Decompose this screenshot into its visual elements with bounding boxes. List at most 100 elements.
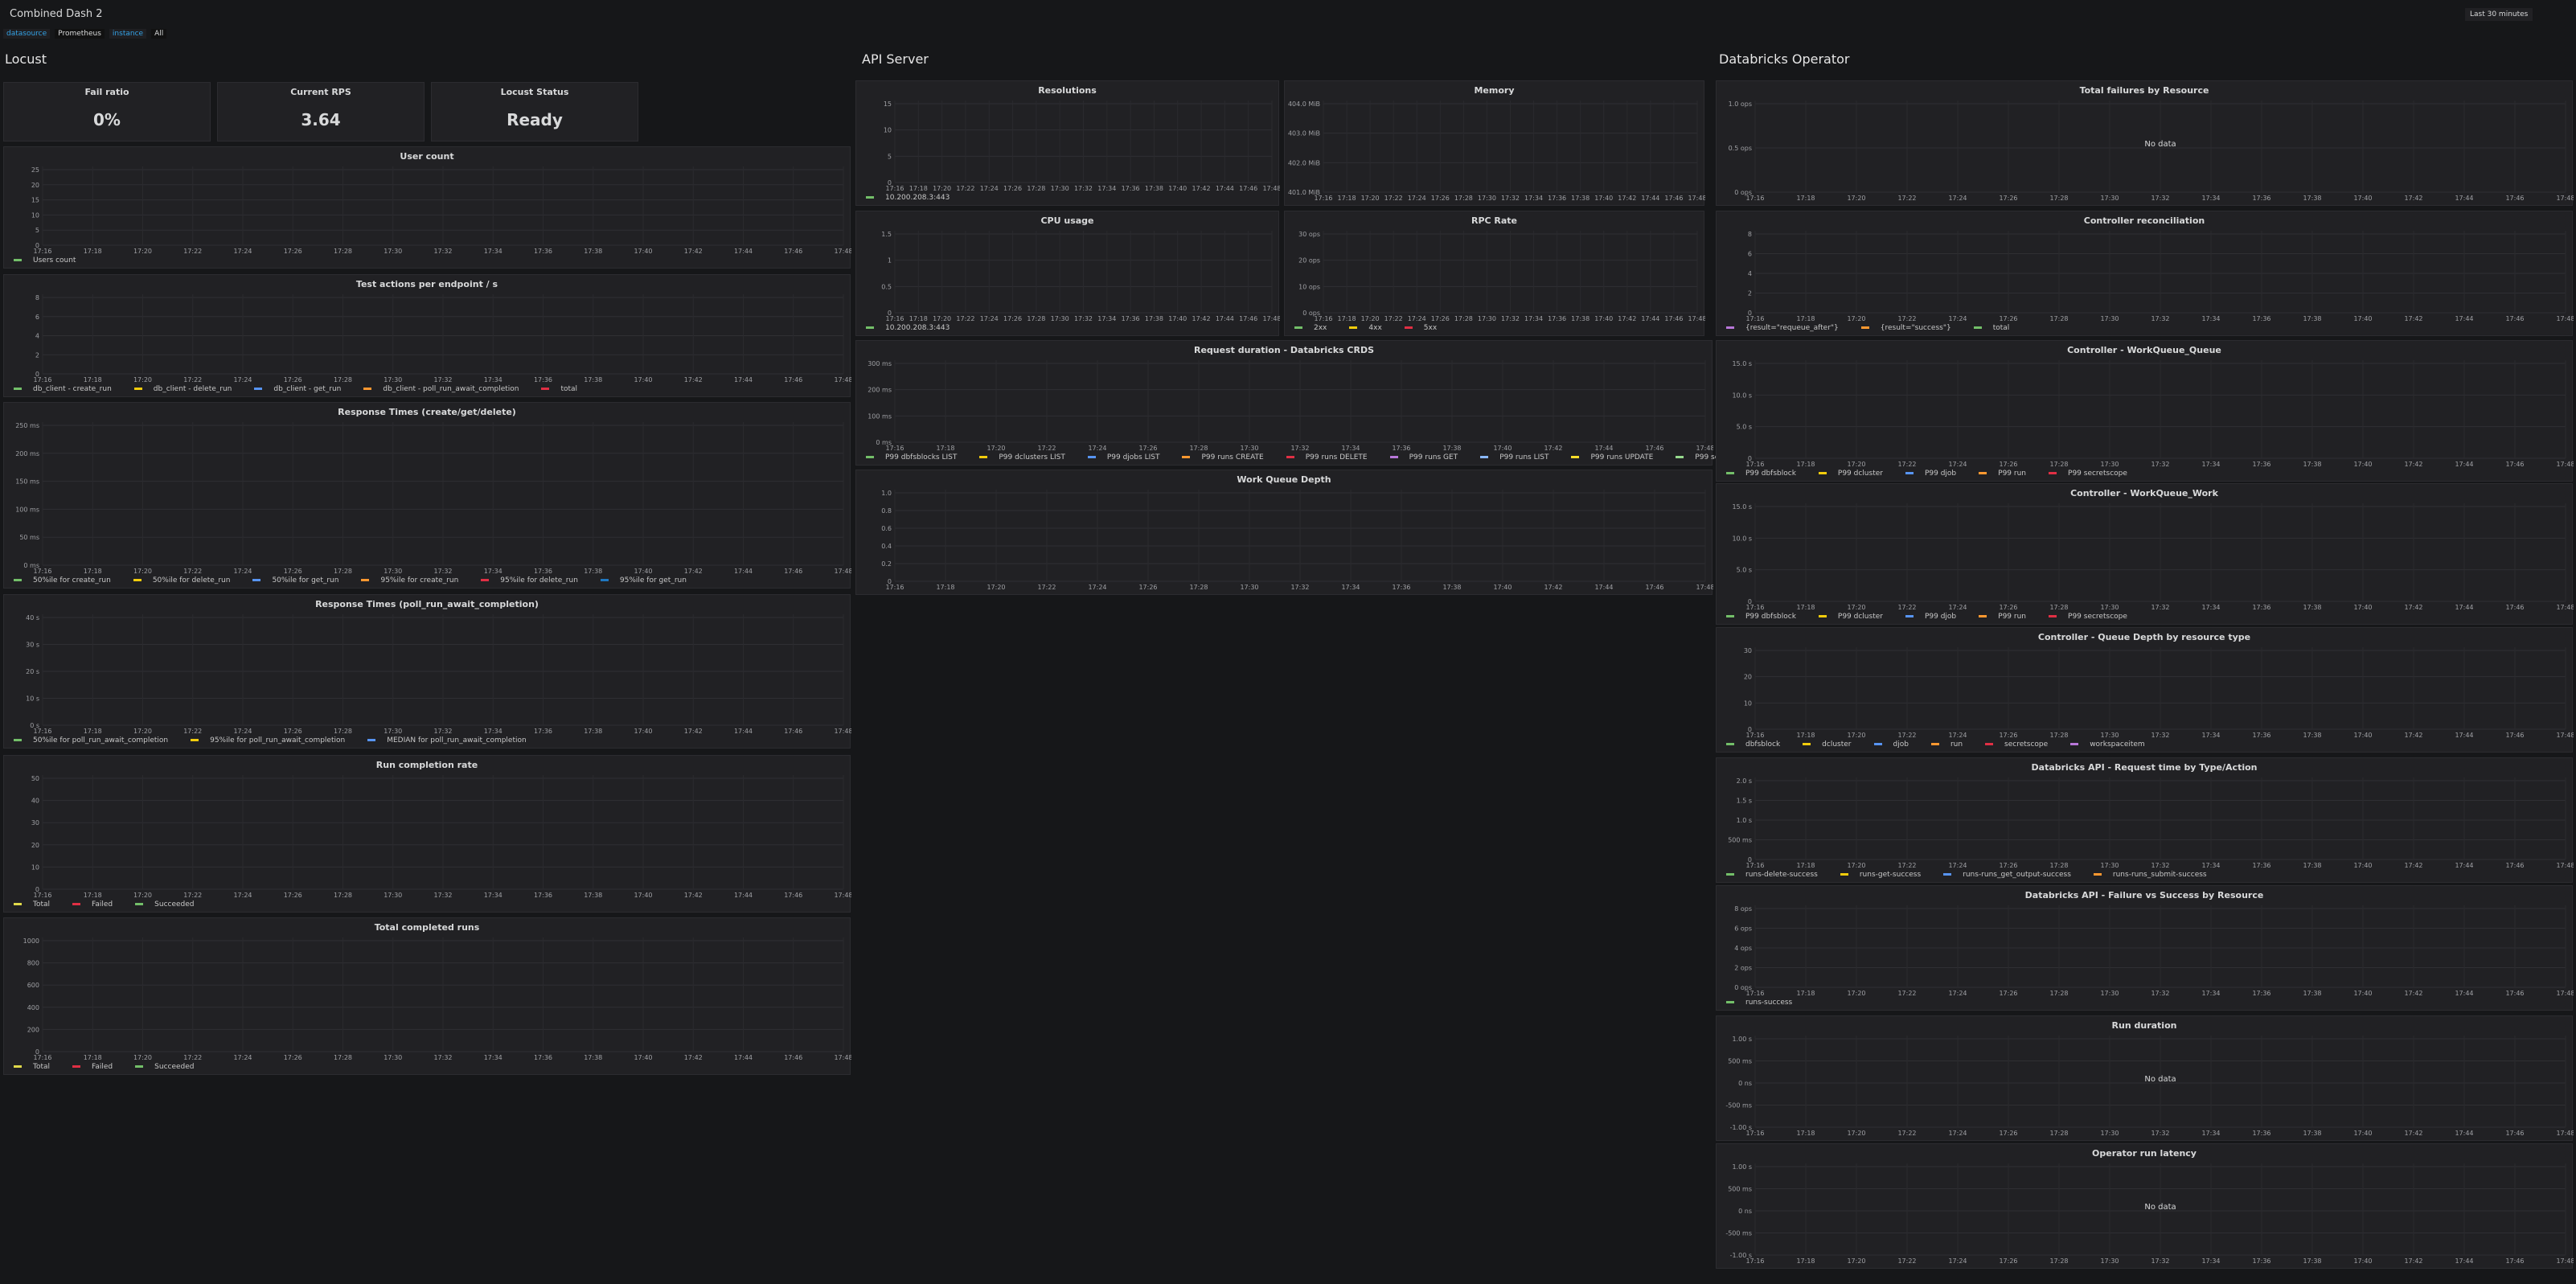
legend-swatch: [367, 739, 376, 741]
legend: 10.200.208.3:443: [866, 324, 972, 332]
legend-swatch: [1930, 743, 1939, 745]
x-tick-label: 17:24: [980, 185, 999, 192]
panel-title: Response Times (create/get/delete): [338, 407, 516, 417]
x-tick-label: 17:16: [33, 728, 51, 735]
stat-title: Current RPS: [290, 87, 351, 97]
graph-panel: Controller - WorkQueue_Queue 0 5.0 s 10.0 s…: [1716, 340, 2574, 482]
legend-swatch: [1905, 472, 1914, 474]
legend-item: P99 run: [1979, 470, 2037, 478]
panel-title: Operator run latency: [2092, 1148, 2197, 1159]
x-tick-label: 17:18: [1338, 195, 1356, 202]
graph-panel: Run duration -1.00 s -500 ms 0 ns 500 ms 1.00…: [1716, 1015, 2574, 1141]
y-tick-label: 5.0 s: [1737, 567, 1752, 574]
y-tick-label: 0: [35, 886, 39, 893]
y-tick-label: 1.5 s: [1737, 798, 1752, 805]
x-tick-label: 17:44: [2455, 1130, 2473, 1137]
y-tick-label: -1.00 s: [1730, 1124, 1752, 1131]
legend-label: Succeeded: [154, 900, 195, 909]
panel-title: Resolutions: [1038, 85, 1097, 96]
legend-item: Failed: [72, 1063, 124, 1071]
x-tick-label: 17:34: [484, 892, 502, 899]
x-tick-label: 17:24: [233, 728, 252, 735]
legend: runs-success: [1726, 999, 1815, 1007]
x-tick-label: 17:20: [1847, 195, 1865, 202]
x-tick-label: 17:32: [433, 376, 452, 384]
x-tick-label: 17:22: [183, 892, 202, 899]
x-tick-label: 17:18: [84, 376, 102, 384]
legend-label: runs-delete-success: [1745, 871, 1818, 879]
x-tick-label: 17:38: [1571, 315, 1589, 322]
legend-swatch: [481, 579, 490, 581]
legend-label: P99 runs GET: [1409, 453, 1458, 462]
y-tick-label: 2 ops: [1734, 965, 1752, 972]
x-tick-label: 17:46: [784, 376, 802, 384]
x-tick-label: 17:22: [183, 728, 202, 735]
graph-panel: Operator run latency -1.00 s -500 ms 0 ns 50…: [1716, 1143, 2574, 1269]
x-tick-label: 17:16: [1745, 732, 1764, 739]
legend-swatch: [1985, 743, 1994, 745]
x-tick-label: 17:16: [33, 248, 51, 255]
x-tick-label: 17:46: [1645, 584, 1663, 591]
x-tick-label: 17:48: [2556, 195, 2574, 202]
x-tick-label: 17:46: [1239, 315, 1257, 322]
x-tick-label: 17:40: [1594, 315, 1613, 322]
y-tick-label: 0 ops: [1302, 310, 1320, 317]
x-tick-label: 17:26: [284, 892, 302, 899]
y-tick-label: 0.6: [881, 525, 892, 532]
legend-label: db_client - create_run: [33, 385, 112, 393]
legend-swatch: [1676, 456, 1684, 458]
x-tick-label: 17:34: [1097, 315, 1116, 322]
stat-title: Fail ratio: [84, 87, 129, 97]
legend-label: P99 dbfsblocks LIST: [885, 453, 958, 462]
x-tick-label: 17:24: [1948, 1130, 1967, 1137]
var-value[interactable]: Prometheus: [55, 29, 105, 39]
legend-item: P99 djobs LIST: [1087, 453, 1171, 462]
x-tick-label: 17:42: [2404, 862, 2422, 869]
x-tick-label: 17:46: [2505, 195, 2524, 202]
legend-label: {result="success"}: [1880, 324, 1951, 332]
legend-item: 50%ile for create_run: [14, 576, 122, 585]
section-title: Locust: [5, 51, 47, 67]
x-tick-label: 17:28: [334, 376, 352, 384]
var-value[interactable]: All: [151, 29, 167, 39]
legend-item: P99 runs CREATE: [1182, 453, 1274, 462]
y-tick-label: 10: [31, 864, 39, 871]
x-tick-label: 17:18: [1796, 461, 1815, 468]
x-tick-label: 17:36: [2252, 461, 2270, 468]
legend-label: total: [1992, 324, 2010, 332]
x-tick-label: 17:26: [1999, 1130, 2017, 1137]
y-tick-label: 0: [888, 578, 892, 585]
x-tick-label: 17:20: [133, 728, 152, 735]
legend-item: 5xx: [1404, 324, 1448, 332]
panel-title: Work Queue Depth: [1237, 474, 1331, 485]
legend-item: 10.200.208.3:443: [866, 324, 961, 332]
x-tick-label: 17:30: [1051, 315, 1069, 322]
x-tick-label: 17:38: [2303, 1130, 2321, 1137]
legend-swatch: [1726, 1001, 1734, 1003]
x-tick-label: 17:32: [433, 248, 452, 255]
x-tick-label: 17:48: [834, 892, 851, 899]
y-tick-label: 25: [31, 166, 39, 174]
legend-label: P99 runs CREATE: [1201, 453, 1264, 462]
legend-item: P99 dcluster: [1818, 613, 1894, 621]
x-tick-label: 17:28: [2049, 862, 2068, 869]
stat-value: Ready: [507, 110, 563, 129]
legend-item: runs-success: [1726, 999, 1803, 1007]
x-tick-label: 17:34: [484, 1054, 502, 1061]
y-tick-label: 10: [31, 211, 39, 219]
y-tick-label: 0 ns: [1738, 1208, 1752, 1215]
x-tick-label: 17:22: [1037, 584, 1056, 591]
y-tick-label: 0 ms: [23, 562, 39, 569]
legend: 10.200.208.3:443: [866, 194, 972, 202]
plot: 0 ops 2 ops 4 ops 6 ops 8 ops 17:16 17:18 17:20…: [1734, 905, 2574, 997]
x-tick-label: 17:18: [1796, 195, 1815, 202]
x-tick-label: 17:22: [183, 248, 202, 255]
x-tick-label: 17:32: [433, 568, 452, 575]
time-picker[interactable]: Last 30 minutes: [2465, 8, 2533, 21]
legend-label: runs-runs_get_output-success: [1963, 871, 2071, 879]
legend-label: 10.200.208.3:443: [885, 324, 950, 332]
x-tick-label: 17:44: [2455, 315, 2473, 322]
dashboard-title[interactable]: Combined Dash 2: [10, 8, 103, 20]
legend-item: P99 djob: [1905, 613, 1967, 621]
x-tick-label: 17:24: [980, 315, 999, 322]
